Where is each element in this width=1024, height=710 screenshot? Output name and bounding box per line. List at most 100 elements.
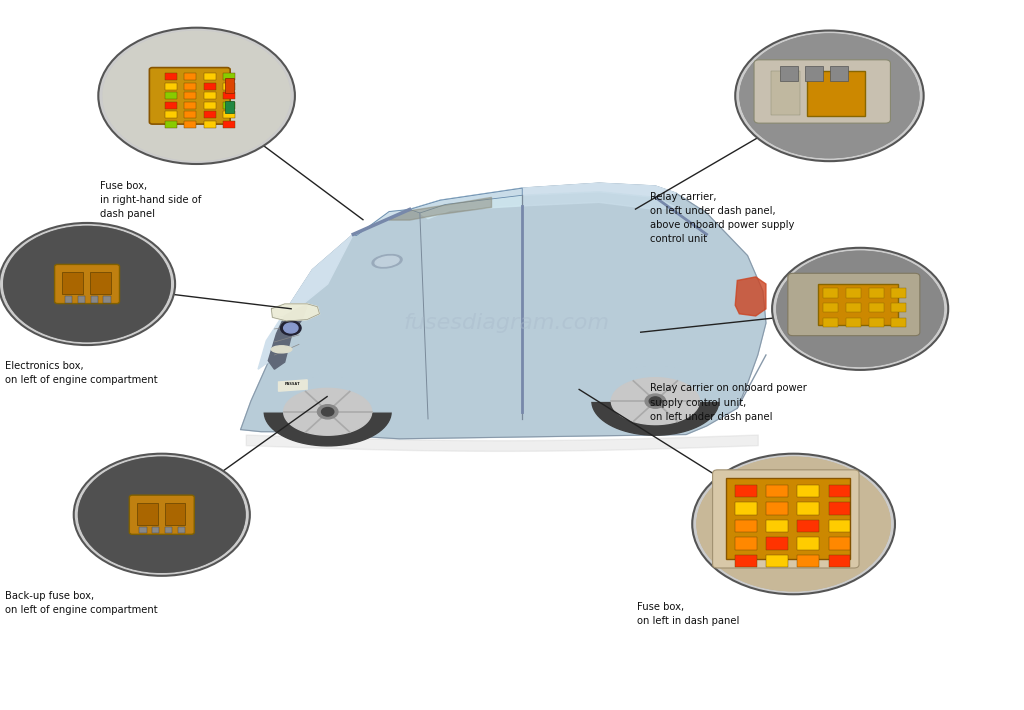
Bar <box>223 73 236 80</box>
Text: PASSAT: PASSAT <box>285 383 301 386</box>
Bar <box>184 111 197 118</box>
Text: Relay carrier on onboard power: Relay carrier on onboard power <box>650 383 807 393</box>
Bar <box>828 485 850 497</box>
Bar <box>798 520 819 532</box>
Bar <box>184 121 197 128</box>
Polygon shape <box>586 366 725 401</box>
Bar <box>891 288 906 297</box>
Bar <box>891 317 906 327</box>
FancyBboxPatch shape <box>129 495 195 535</box>
Bar <box>165 527 172 533</box>
Text: above onboard power supply: above onboard power supply <box>650 220 795 230</box>
Polygon shape <box>592 367 719 435</box>
Bar <box>823 317 839 327</box>
Bar <box>891 303 906 312</box>
Polygon shape <box>271 304 319 321</box>
Circle shape <box>78 457 246 573</box>
Text: on left under dash panel,: on left under dash panel, <box>650 206 776 216</box>
Bar <box>184 102 197 109</box>
Polygon shape <box>271 304 319 321</box>
Bar <box>139 527 146 533</box>
FancyBboxPatch shape <box>754 60 891 123</box>
Ellipse shape <box>375 256 399 266</box>
Bar <box>830 66 848 82</box>
Bar <box>846 288 861 297</box>
FancyBboxPatch shape <box>54 264 120 304</box>
Circle shape <box>739 33 920 158</box>
Text: Relay carrier,: Relay carrier, <box>650 192 717 202</box>
Bar <box>223 121 236 128</box>
Ellipse shape <box>372 254 402 268</box>
Bar <box>184 83 197 89</box>
Bar <box>204 111 216 118</box>
Bar <box>828 520 850 532</box>
Bar <box>735 555 757 567</box>
Text: on left of engine compartment: on left of engine compartment <box>5 375 158 385</box>
Polygon shape <box>410 183 676 213</box>
Text: Back-up fuse box,: Back-up fuse box, <box>5 591 94 601</box>
Circle shape <box>696 457 891 591</box>
FancyBboxPatch shape <box>713 470 859 568</box>
Bar <box>165 111 177 118</box>
Text: on left in dash panel: on left in dash panel <box>637 616 739 626</box>
Polygon shape <box>268 305 307 369</box>
Bar <box>818 285 898 325</box>
Polygon shape <box>735 277 766 316</box>
Circle shape <box>696 457 891 591</box>
Bar <box>184 92 197 99</box>
Polygon shape <box>264 378 391 446</box>
Bar <box>780 66 798 82</box>
Bar <box>90 296 97 302</box>
Text: dash panel: dash panel <box>100 209 156 219</box>
Bar <box>798 503 819 515</box>
Bar <box>223 102 236 109</box>
Bar <box>735 520 757 532</box>
Circle shape <box>102 31 291 161</box>
Polygon shape <box>522 192 676 209</box>
Circle shape <box>649 397 662 405</box>
Bar <box>204 102 216 109</box>
Bar <box>766 555 787 567</box>
Text: supply control unit,: supply control unit, <box>650 398 746 408</box>
Bar <box>868 288 884 297</box>
Bar <box>223 83 236 89</box>
Bar <box>204 92 216 99</box>
Bar <box>807 71 865 116</box>
Bar <box>798 537 819 550</box>
Bar <box>766 485 787 497</box>
Text: control unit: control unit <box>650 234 708 244</box>
Bar <box>868 317 884 327</box>
Bar <box>137 503 158 525</box>
Bar <box>805 66 823 82</box>
Bar <box>165 83 177 89</box>
Bar <box>204 73 216 80</box>
Text: in right-hand side of: in right-hand side of <box>100 195 202 205</box>
Bar <box>766 537 787 550</box>
Polygon shape <box>241 183 766 439</box>
Polygon shape <box>279 380 307 391</box>
FancyBboxPatch shape <box>150 67 230 124</box>
Text: Fuse box,: Fuse box, <box>637 602 684 612</box>
Polygon shape <box>389 197 492 220</box>
Bar <box>184 73 197 80</box>
Circle shape <box>78 457 246 573</box>
Bar <box>223 92 236 99</box>
Bar <box>62 272 83 295</box>
Bar <box>204 121 216 128</box>
Bar <box>725 478 850 559</box>
Text: on left under dash panel: on left under dash panel <box>650 412 773 422</box>
Circle shape <box>776 251 944 367</box>
Circle shape <box>322 408 334 416</box>
Polygon shape <box>611 378 699 425</box>
Bar <box>735 503 757 515</box>
Bar <box>225 78 233 93</box>
Polygon shape <box>258 234 353 369</box>
Bar <box>165 73 177 80</box>
Bar <box>223 111 236 118</box>
Bar <box>828 555 850 567</box>
Bar <box>103 296 111 302</box>
Bar <box>735 485 757 497</box>
Circle shape <box>692 454 895 594</box>
Bar <box>735 537 757 550</box>
Bar <box>204 83 216 89</box>
